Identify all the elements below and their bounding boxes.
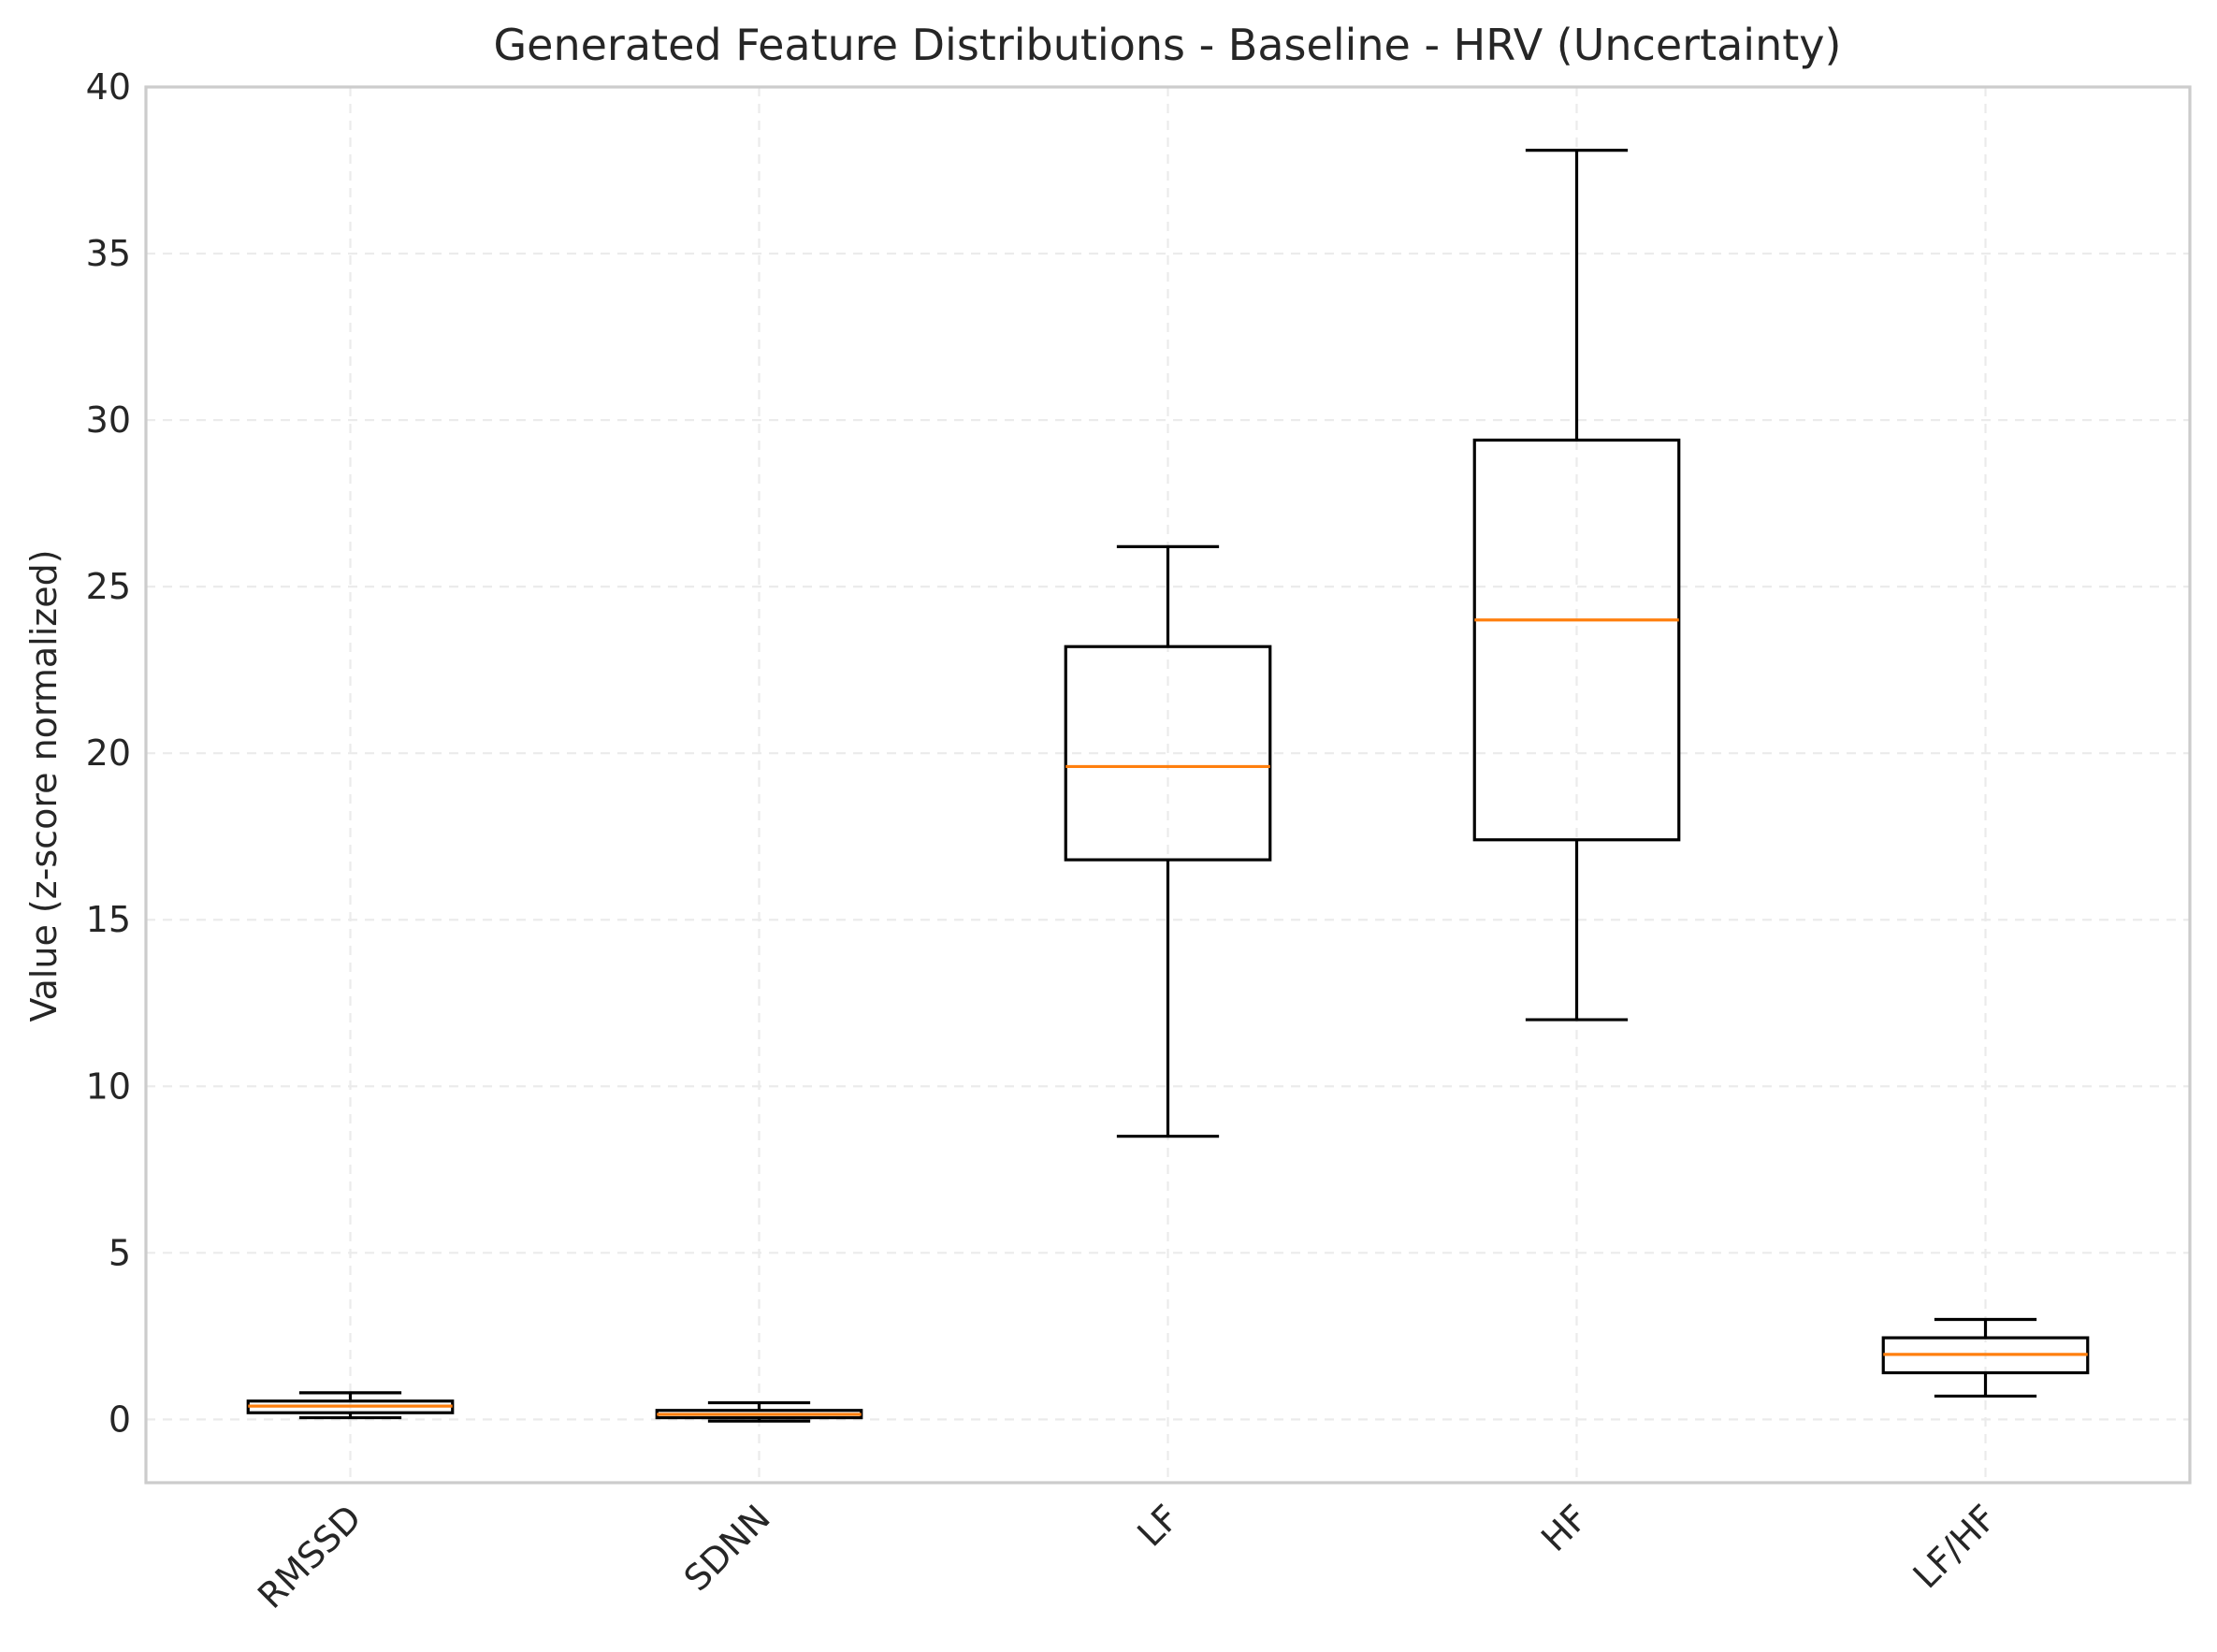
- grid-layer: [146, 85, 2190, 1483]
- x-tick-label: RMSSD: [250, 1497, 370, 1616]
- x-tick-label: SDNN: [676, 1497, 778, 1599]
- y-tick-label: 25: [86, 566, 131, 607]
- x-tick-label: LF: [1129, 1497, 1187, 1555]
- y-tick-label: 10: [86, 1065, 131, 1107]
- iqr-box: [1472, 438, 1681, 842]
- box-group: [246, 1391, 455, 1420]
- x-tick-label: LF/HF: [1905, 1497, 2005, 1596]
- y-tick-label: 35: [86, 233, 131, 274]
- y-tick-labels: 0 5 10 15 20 25 30 35 40: [86, 66, 131, 1440]
- y-axis-label: Value (z-score normalized): [23, 549, 65, 1022]
- box-layer: [246, 149, 2090, 1423]
- y-tick-label: 30: [86, 399, 131, 441]
- plot-frame: [144, 85, 2192, 1485]
- y-tick-label: 15: [86, 899, 131, 940]
- box-group: [655, 1400, 863, 1423]
- y-tick-label: 40: [86, 66, 131, 108]
- x-tick-label: HF: [1533, 1497, 1596, 1559]
- box-group: [1881, 1317, 2090, 1398]
- y-tick-label: 5: [109, 1232, 131, 1273]
- y-tick-label: 0: [109, 1398, 131, 1440]
- iqr-box: [1064, 645, 1272, 862]
- chart-title: Generated Feature Distributions - Baseli…: [494, 20, 1842, 70]
- box-group: [1064, 544, 1272, 1138]
- box-group: [1472, 149, 1681, 1022]
- y-tick-label: 20: [86, 732, 131, 774]
- x-tick-labels: RMSSD SDNN LF HF LF/HF: [250, 1497, 2005, 1616]
